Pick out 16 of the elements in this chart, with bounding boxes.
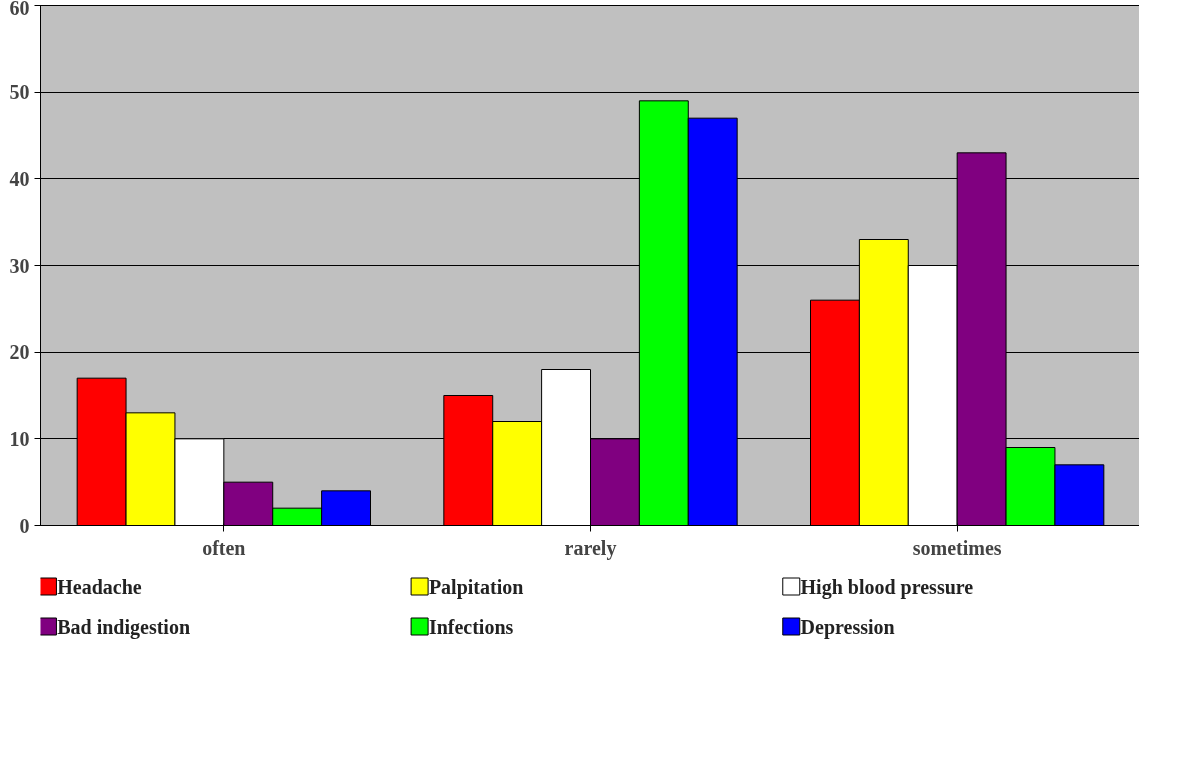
- legend-label: Headache: [57, 575, 142, 598]
- x-tick-label: often: [202, 536, 246, 559]
- y-tick-label: 40: [9, 167, 30, 190]
- legend-label: Bad indigestion: [57, 615, 191, 639]
- y-tick-label: 0: [19, 514, 30, 537]
- y-tick-label: 50: [9, 81, 30, 104]
- y-tick-label: 30: [9, 254, 30, 277]
- x-tick-label: sometimes: [912, 536, 1002, 559]
- legend-label: Depression: [800, 615, 895, 639]
- y-tick-label: 20: [9, 341, 30, 364]
- x-tick-label: rarely: [564, 536, 617, 560]
- y-tick-label: 10: [9, 427, 30, 450]
- legend-label: Palpitation: [428, 575, 524, 599]
- legend-label: High blood pressure: [800, 575, 974, 599]
- legend-label: Infections: [428, 615, 514, 638]
- y-tick-label: 60: [9, 0, 30, 19]
